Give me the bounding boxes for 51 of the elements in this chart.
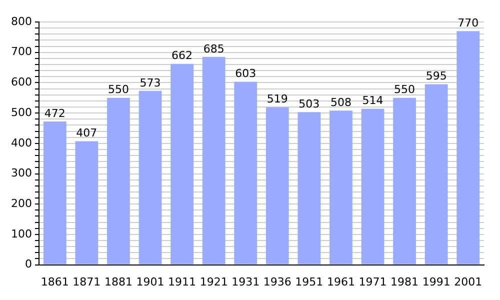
x-tick-label: 1991 <box>422 275 450 288</box>
data-label: 685 <box>203 42 224 56</box>
bar <box>202 56 226 264</box>
bar <box>424 84 448 264</box>
bar <box>298 112 321 264</box>
x-tick-label: 1911 <box>168 275 196 288</box>
data-label: 407 <box>76 126 98 140</box>
x-tick-label: 1921 <box>200 275 228 288</box>
data-label: 662 <box>172 49 193 62</box>
bar <box>456 31 480 264</box>
bar <box>107 98 130 264</box>
x-tick-label: 1871 <box>72 275 101 288</box>
bar <box>170 64 194 264</box>
bar <box>330 110 352 264</box>
bar <box>361 108 384 264</box>
x-tick-label: 1936 <box>263 275 292 288</box>
x-tick-label: 1951 <box>295 275 324 288</box>
bar <box>138 90 162 264</box>
y-tick-label: 400 <box>10 136 32 150</box>
data-label: 595 <box>426 70 447 83</box>
y-tick-label: 200 <box>10 196 32 210</box>
x-tick-label: 1971 <box>358 275 387 288</box>
data-label: 573 <box>140 76 161 90</box>
y-tick-label: 100 <box>10 227 32 240</box>
x-tick-label: 1981 <box>390 275 419 288</box>
data-label: 603 <box>235 67 256 80</box>
data-label: 519 <box>266 92 288 106</box>
y-tick-label: 700 <box>10 45 32 58</box>
y-tick-label: 500 <box>10 106 32 119</box>
data-label: 550 <box>108 83 129 96</box>
data-label: 770 <box>458 16 479 30</box>
data-label: 508 <box>330 96 352 109</box>
y-tick-label: 300 <box>10 166 32 180</box>
bar <box>75 141 98 264</box>
data-label: 472 <box>44 106 66 120</box>
x-tick-label: 1961 <box>326 275 355 288</box>
data-label: 514 <box>362 94 384 108</box>
y-tick-label: 800 <box>10 14 32 28</box>
x-tick-label: 1881 <box>104 275 132 288</box>
x-tick-label: 1861 <box>40 275 69 288</box>
x-tick-label: 2001 <box>454 275 482 288</box>
y-tick-label: 0 <box>24 258 32 271</box>
bar <box>43 122 66 264</box>
x-tick-label: 1901 <box>136 275 164 288</box>
data-label: 550 <box>394 83 416 96</box>
x-tick-label: 1931 <box>232 275 260 288</box>
bar <box>266 107 289 264</box>
y-tick-label: 600 <box>10 76 32 89</box>
bar <box>393 98 416 264</box>
data-label: 503 <box>298 98 320 110</box>
bar <box>234 82 258 264</box>
